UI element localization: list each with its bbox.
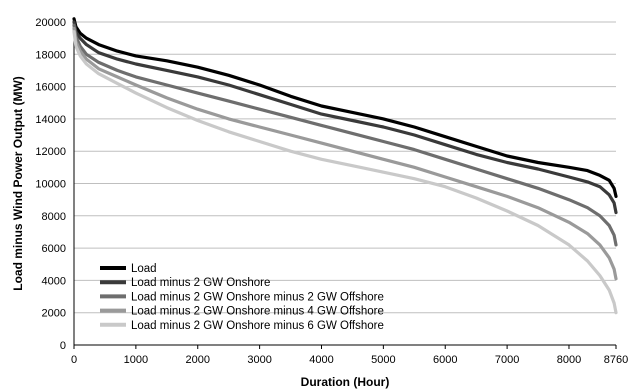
series-lines bbox=[72, 17, 618, 315]
axes bbox=[73, 22, 616, 346]
x-tick-labels: 0 1000 2000 3000 4000 5000 6000 7000 8000 8760 bbox=[71, 345, 628, 366]
y-tick-label: 10000 bbox=[35, 179, 66, 191]
y-tick-label: 12000 bbox=[35, 146, 66, 158]
x-tick-label: 1000 bbox=[124, 354, 148, 366]
series-line-1 bbox=[72, 17, 618, 198]
y-tick-label: 4000 bbox=[42, 275, 66, 287]
y-tick-label: 0 bbox=[60, 340, 66, 352]
x-tick-label: 8000 bbox=[557, 354, 581, 366]
x-tick-label: 6000 bbox=[433, 354, 457, 366]
y-tick-label: 2000 bbox=[42, 308, 66, 320]
y-tick-labels: 0 2000 4000 6000 8000 10000 12000 14000 16000 180… bbox=[35, 17, 66, 352]
series-line-3 bbox=[72, 23, 618, 247]
series-line-5 bbox=[72, 30, 618, 315]
legend-label: Load bbox=[131, 263, 157, 275]
y-tick-label: 6000 bbox=[42, 243, 66, 255]
y-axis-title: Load minus Wind Power Output (MW) bbox=[11, 76, 25, 291]
x-tick-label: 8760 bbox=[604, 354, 628, 366]
x-axis-title: Duration (Hour) bbox=[301, 375, 390, 389]
legend-label: Load minus 2 GW Onshore minus 6 GW Offsh… bbox=[131, 320, 384, 332]
series-line-4 bbox=[72, 26, 618, 281]
x-tick-label: 5000 bbox=[371, 354, 395, 366]
x-tick-label: 4000 bbox=[309, 354, 333, 366]
y-tick-label: 20000 bbox=[35, 17, 66, 29]
y-tick-label: 16000 bbox=[35, 82, 66, 94]
y-tick-label: 18000 bbox=[35, 49, 66, 61]
legend-label: Load minus 2 GW Onshore minus 2 GW Offsh… bbox=[131, 291, 384, 303]
y-tick-label: 14000 bbox=[35, 114, 66, 126]
series-line-2 bbox=[72, 20, 618, 215]
y-tick-label: 8000 bbox=[42, 211, 66, 223]
x-tick-label: 0 bbox=[71, 354, 77, 366]
legend: Load Load minus 2 GW Onshore Load minus 2 … bbox=[100, 263, 384, 332]
x-tick-label: 7000 bbox=[495, 354, 519, 366]
x-tick-label: 2000 bbox=[186, 354, 210, 366]
legend-label: Load minus 2 GW Onshore bbox=[131, 277, 270, 289]
x-tick-label: 3000 bbox=[247, 354, 271, 366]
grid-lines bbox=[74, 21, 616, 314]
legend-label: Load minus 2 GW Onshore minus 4 GW Offsh… bbox=[131, 306, 384, 318]
